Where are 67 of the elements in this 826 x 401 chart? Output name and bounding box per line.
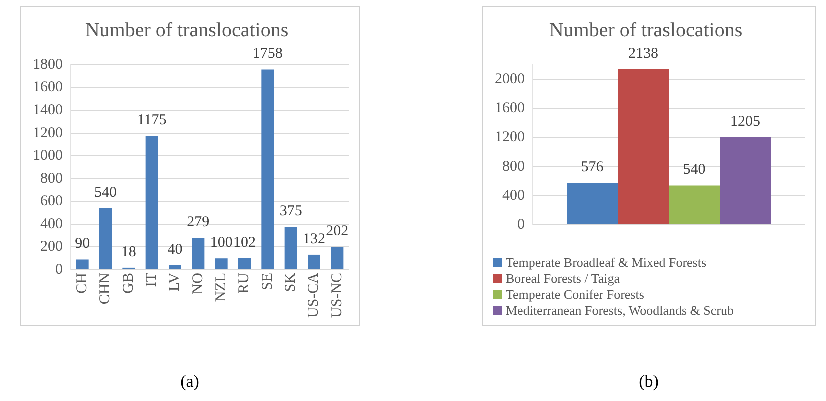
y-tick-label: 800 — [40, 170, 63, 187]
y-tick-label: 2000 — [495, 71, 525, 88]
data-label: 2138 — [628, 46, 658, 62]
y-tick-label: 800 — [502, 158, 525, 175]
y-tick-label: 400 — [502, 188, 525, 204]
x-tick-label: IT — [144, 272, 160, 288]
y-tick-label: 600 — [40, 194, 63, 210]
y-tick-label: 1000 — [33, 148, 63, 164]
data-label: 375 — [280, 204, 302, 220]
bar — [168, 265, 182, 270]
chart-title: Number of traslocations — [549, 19, 743, 42]
y-tick-label: 0 — [56, 262, 63, 278]
bar — [618, 70, 669, 224]
x-tick-label: US-CA — [306, 272, 322, 318]
chart-title: Number of translocations — [85, 19, 289, 42]
text: (a) — [180, 372, 200, 392]
x-tick-label: RU — [236, 272, 253, 294]
x-tick-label: NO — [190, 272, 206, 295]
data-label: 90 — [75, 236, 90, 252]
x-tick-label: NZL — [214, 272, 230, 302]
legend-label: Temperate Conifer Forests — [506, 287, 644, 302]
x-tick-label: CH — [74, 272, 91, 294]
x-tick-label: CHN — [98, 272, 114, 305]
bar — [192, 238, 205, 270]
bar — [99, 208, 112, 270]
y-tick-label: 200 — [40, 239, 63, 256]
y-tick-label: 1200 — [495, 130, 525, 146]
x-tick-label: US-NC — [329, 272, 346, 318]
bar — [215, 258, 228, 270]
text: (b) — [638, 372, 660, 392]
x-tick-label: LV — [167, 272, 184, 292]
bar — [238, 258, 252, 270]
y-tick-label: 1400 — [33, 102, 63, 118]
legend-label: Temperate Broadleaf & Mixed Forests — [506, 255, 707, 270]
data-label: 1205 — [730, 114, 760, 130]
bar — [284, 227, 298, 270]
data-label: 40 — [168, 242, 183, 258]
bar — [76, 260, 89, 270]
data-label: 132 — [303, 231, 326, 248]
bar — [669, 186, 720, 224]
data-label: 18 — [121, 244, 136, 260]
legend-label: Boreal Forests / Taiga — [506, 271, 620, 286]
bar — [262, 70, 274, 270]
bar — [308, 254, 321, 270]
bar — [146, 136, 158, 270]
data-label: 1175 — [137, 112, 167, 129]
y-tick-label: 1800 — [33, 56, 63, 73]
bar — [720, 137, 771, 224]
y-tick-label: 0 — [518, 216, 525, 233]
x-tick-label: SK — [283, 272, 300, 292]
data-label: 540 — [683, 162, 706, 178]
data-label: 540 — [94, 184, 117, 201]
legend-label: Mediterranean Forests, Woodlands & Scrub — [506, 303, 734, 318]
y-tick-label: 1600 — [495, 100, 525, 117]
x-tick-label: SE — [260, 272, 276, 291]
bar — [567, 183, 618, 224]
data-label: 1758 — [252, 46, 283, 62]
data-label: 279 — [187, 214, 210, 231]
y-tick-label: 1200 — [33, 125, 63, 142]
data-label: 202 — [326, 223, 349, 240]
data-label: 102 — [234, 234, 256, 251]
y-tick-label: 400 — [40, 216, 63, 232]
data-label: 100 — [210, 235, 233, 252]
bar — [331, 246, 344, 270]
data-label: 576 — [581, 160, 604, 176]
x-tick-label: GB — [120, 272, 137, 294]
y-tick-label: 1600 — [33, 80, 63, 96]
